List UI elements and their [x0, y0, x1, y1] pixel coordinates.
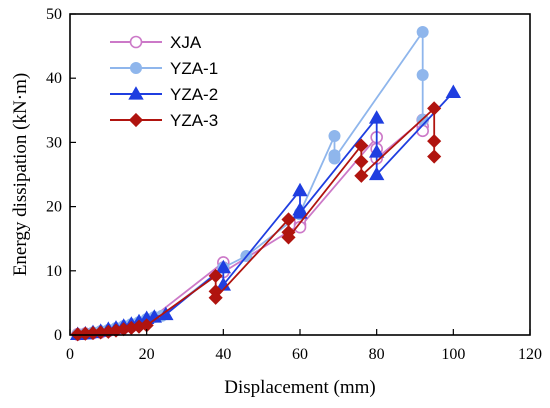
series-yza-1: [71, 25, 429, 341]
y-tick-label: 10: [46, 263, 62, 280]
series-line-yza-3: [77, 106, 436, 336]
data-point-xja: [416, 124, 429, 138]
legend-label: YZA-1: [170, 59, 218, 78]
data-point-yza-2: [368, 166, 385, 181]
legend-marker: [128, 86, 144, 100]
y-tick-label: 30: [46, 134, 62, 151]
data-point-yza-3: [427, 134, 442, 149]
x-axis-title: Displacement (mm): [224, 377, 375, 398]
x-tick-label: 120: [518, 346, 542, 363]
data-point-yza-3: [427, 101, 442, 116]
legend-item-yza-3: YZA-3: [110, 111, 218, 130]
series-yza-2: [69, 84, 462, 341]
data-point-yza-3: [354, 138, 369, 153]
x-tick-label: 20: [139, 346, 155, 363]
legend-marker: [128, 112, 144, 128]
legend-marker: [130, 62, 142, 74]
series-line-xja: [77, 117, 424, 336]
data-point-yza-3: [354, 168, 369, 183]
legend-label: YZA-3: [170, 111, 218, 130]
series-line-yza-1: [77, 29, 424, 336]
plot-area: [69, 25, 462, 342]
legend-label: YZA-2: [170, 85, 218, 104]
legend: XJA YZA-1 YZA-2 YZA-3: [110, 33, 218, 130]
x-tick-label: 60: [292, 346, 308, 363]
legend-item-yza-1: YZA-1: [110, 59, 218, 78]
data-point-yza-2: [215, 259, 232, 274]
x-tick-label: 100: [441, 346, 465, 363]
x-tick-label: 0: [66, 346, 74, 363]
y-tick-label: 40: [46, 70, 62, 87]
data-point-yza-3: [208, 290, 223, 305]
data-point-yza-2: [292, 205, 308, 219]
data-point-yza-2: [445, 84, 462, 98]
data-point-yza-1: [416, 68, 429, 81]
data-point-yza-2: [368, 144, 385, 158]
data-point-yza-3: [208, 268, 223, 284]
data-point-yza-1: [328, 152, 341, 165]
data-point-yza-3: [427, 149, 442, 164]
axes: 0 20 40 60 80 100 120 0 10 20 30 40 50: [46, 6, 542, 363]
plot-frame: [69, 13, 531, 336]
legend-item-yza-2: YZA-2: [110, 85, 218, 104]
data-point-yza-2: [292, 182, 308, 197]
data-point-yza-2: [146, 309, 163, 323]
x-tick-label: 80: [369, 346, 385, 363]
x-tick-label: 40: [215, 346, 231, 363]
data-point-yza-1: [328, 129, 341, 142]
data-point-yza-3: [354, 154, 369, 169]
data-point-yza-1: [416, 25, 429, 38]
data-point-yza-2: [368, 110, 385, 124]
y-tick-label: 0: [54, 327, 62, 344]
y-tick-label: 50: [46, 6, 62, 23]
legend-label: XJA: [170, 33, 202, 52]
legend-item-xja: XJA: [110, 33, 202, 52]
y-tick-label: 20: [46, 199, 62, 216]
series-line-yza-2: [77, 91, 454, 336]
legend-marker: [129, 35, 143, 49]
data-point-yza-3: [281, 230, 296, 245]
series-yza-3: [70, 101, 442, 342]
y-axis-title: Energy dissipation (kN·m): [10, 73, 31, 276]
